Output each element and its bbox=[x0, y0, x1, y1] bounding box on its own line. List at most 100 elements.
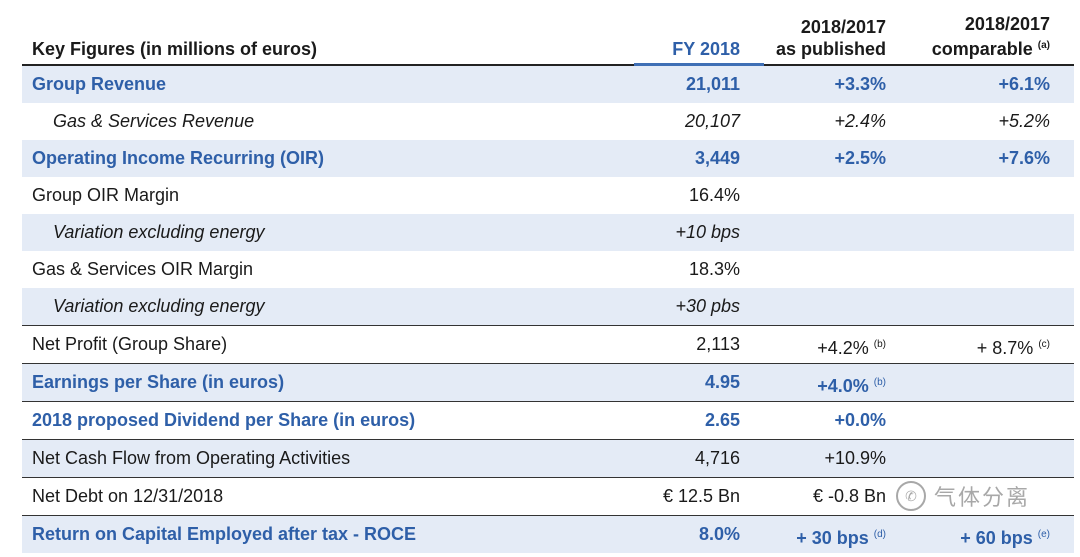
row-comparable-value-value: +6.1% bbox=[998, 74, 1050, 94]
row-label: Group OIR Margin bbox=[32, 177, 179, 214]
row-published-value-value: +4.2% bbox=[817, 338, 869, 358]
header-fy: FY 2018 bbox=[672, 39, 740, 59]
row-published-value: +10.9% bbox=[764, 440, 886, 477]
row-published-value-note: (b) bbox=[873, 377, 886, 388]
row-fy-value-value: 2,113 bbox=[696, 334, 740, 354]
table-row: 2018 proposed Dividend per Share (in eur… bbox=[22, 401, 1074, 439]
header-comparable-line2: comparable bbox=[931, 39, 1033, 59]
row-fy-value-value: 3,449 bbox=[694, 148, 740, 168]
row-published-value-value: + 30 bps bbox=[796, 528, 869, 548]
row-fy-value: 2,113 bbox=[634, 326, 740, 363]
table-row: Group Revenue 21,011 +3.3% +6.1% bbox=[22, 66, 1074, 103]
row-published-value-value: +2.4% bbox=[834, 111, 886, 131]
header-comparable-note: (a) bbox=[1037, 40, 1050, 51]
row-fy-value: 18.3% bbox=[634, 251, 740, 288]
row-published-value-value: +10.9% bbox=[824, 448, 886, 468]
header-comparable-line2-wrap: comparable (a) bbox=[886, 35, 1050, 60]
row-published-value: +2.4% bbox=[764, 103, 886, 140]
row-label-value: Group OIR Margin bbox=[32, 185, 180, 205]
row-published-value-value: € -0.8 Bn bbox=[812, 486, 886, 506]
row-fy-value: 3,449 bbox=[634, 140, 740, 177]
row-fy-value: 2.65 bbox=[634, 402, 740, 439]
row-fy-value: € 12.5 Bn bbox=[634, 478, 740, 515]
table-header: Key Figures (in millions of euros) FY 20… bbox=[22, 0, 1074, 66]
row-fy-value-value: +10 bps bbox=[675, 222, 740, 242]
row-comparable-value: + 60 bps (e) bbox=[886, 516, 1050, 553]
row-label: Variation excluding energy bbox=[53, 214, 264, 251]
row-label-value: Group Revenue bbox=[32, 74, 167, 94]
row-fy-value: 20,107 bbox=[634, 103, 740, 140]
row-published-value-value: +0.0% bbox=[834, 410, 886, 430]
row-label-value: Variation excluding energy bbox=[53, 296, 265, 316]
row-label-value: Net Profit (Group Share) bbox=[32, 334, 228, 354]
watermark: ✆ 气体分离 bbox=[896, 478, 1066, 514]
row-label: Earnings per Share (in euros) bbox=[32, 364, 284, 401]
table-row: Group OIR Margin 16.4% bbox=[22, 177, 1074, 214]
row-label: Net Debt on 12/31/2018 bbox=[32, 478, 223, 515]
table-row: Net Cash Flow from Operating Activities 4… bbox=[22, 439, 1074, 477]
row-comparable-value: +6.1% bbox=[886, 66, 1050, 103]
row-comparable-value bbox=[886, 440, 1050, 477]
header-fy-underline bbox=[634, 63, 764, 66]
row-label-value: Variation excluding energy bbox=[53, 222, 265, 242]
key-figures-table: Key Figures (in millions of euros) FY 20… bbox=[22, 0, 1074, 553]
table-body: Group Revenue 21,011 +3.3% +6.1% Gas & Servi… bbox=[22, 66, 1074, 553]
row-comparable-value bbox=[886, 288, 1050, 325]
row-comparable-value bbox=[886, 251, 1050, 288]
row-label-value: Gas & Services OIR Margin bbox=[32, 259, 254, 279]
header-label: Key Figures (in millions of euros) bbox=[32, 39, 318, 59]
table-row: Gas & Services Revenue 20,107 +2.4% +5.2% bbox=[22, 103, 1074, 140]
row-label: Gas & Services OIR Margin bbox=[32, 251, 253, 288]
row-fy-value-value: 2.65 bbox=[704, 410, 740, 430]
row-fy-value-value: 20,107 bbox=[684, 111, 740, 131]
row-fy-value-value: 21,011 bbox=[685, 74, 740, 94]
row-comparable-value: + 8.7% (c) bbox=[886, 326, 1050, 363]
row-fy-value: 16.4% bbox=[634, 177, 740, 214]
row-fy-value-value: € 12.5 Bn bbox=[662, 486, 740, 506]
header-published-line2: as published bbox=[775, 39, 886, 59]
row-label: Return on Capital Employed after tax - R… bbox=[32, 516, 416, 553]
row-comparable-value-value: +5.2% bbox=[998, 111, 1050, 131]
row-comparable-value: +7.6% bbox=[886, 140, 1050, 177]
row-fy-value-value: 8.0% bbox=[698, 524, 740, 544]
row-published-value: € -0.8 Bn bbox=[764, 478, 886, 515]
row-label: 2018 proposed Dividend per Share (in eur… bbox=[32, 402, 415, 439]
row-fy-value-value: 4.95 bbox=[704, 372, 740, 392]
row-comparable-value bbox=[886, 177, 1050, 214]
row-published-value: + 30 bps (d) bbox=[764, 516, 886, 553]
row-published-value: +3.3% bbox=[764, 66, 886, 103]
row-published-value bbox=[764, 177, 886, 214]
row-fy-value-value: 18.3% bbox=[688, 259, 740, 279]
row-label: Gas & Services Revenue bbox=[53, 103, 254, 140]
row-label: Net Cash Flow from Operating Activities bbox=[32, 440, 350, 477]
row-fy-value: 4.95 bbox=[634, 364, 740, 401]
row-published-value: +4.2% (b) bbox=[764, 326, 886, 363]
row-published-value-note: (b) bbox=[873, 339, 886, 350]
row-label: Operating Income Recurring (OIR) bbox=[32, 140, 324, 177]
table-row: Net Debt on 12/31/2018 € 12.5 Bn € -0.8 Bn bbox=[22, 477, 1074, 515]
row-published-value bbox=[764, 214, 886, 251]
watermark-text: 气体分离 bbox=[934, 485, 1031, 510]
row-fy-value-value: +30 pbs bbox=[675, 296, 740, 316]
row-fy-value: +30 pbs bbox=[634, 288, 740, 325]
row-published-value bbox=[764, 288, 886, 325]
row-comparable-value bbox=[886, 364, 1050, 401]
header-published: 2018/2017 as published bbox=[764, 16, 886, 60]
row-label-value: Return on Capital Employed after tax - R… bbox=[32, 524, 417, 544]
row-comparable-value bbox=[886, 214, 1050, 251]
row-label-value: 2018 proposed Dividend per Share (in eur… bbox=[32, 410, 416, 430]
row-comparable-value-note: (c) bbox=[1038, 339, 1050, 350]
wechat-icon: ✆ bbox=[896, 481, 926, 511]
row-published-value-value: +2.5% bbox=[834, 148, 886, 168]
table-row: Net Profit (Group Share) 2,113 +4.2% (b) + … bbox=[22, 325, 1074, 363]
row-published-value bbox=[764, 251, 886, 288]
row-published-value: +0.0% bbox=[764, 402, 886, 439]
row-fy-value: 8.0% bbox=[634, 516, 740, 553]
table-row: Variation excluding energy +30 pbs bbox=[22, 288, 1074, 325]
row-published-value: +4.0% (b) bbox=[764, 364, 886, 401]
row-fy-value-value: 16.4% bbox=[688, 185, 740, 205]
row-label: Variation excluding energy bbox=[53, 288, 264, 325]
row-published-value-value: +4.0% bbox=[817, 376, 869, 396]
row-comparable-value-value: + 8.7% bbox=[976, 338, 1034, 358]
row-fy-value: +10 bps bbox=[634, 214, 740, 251]
